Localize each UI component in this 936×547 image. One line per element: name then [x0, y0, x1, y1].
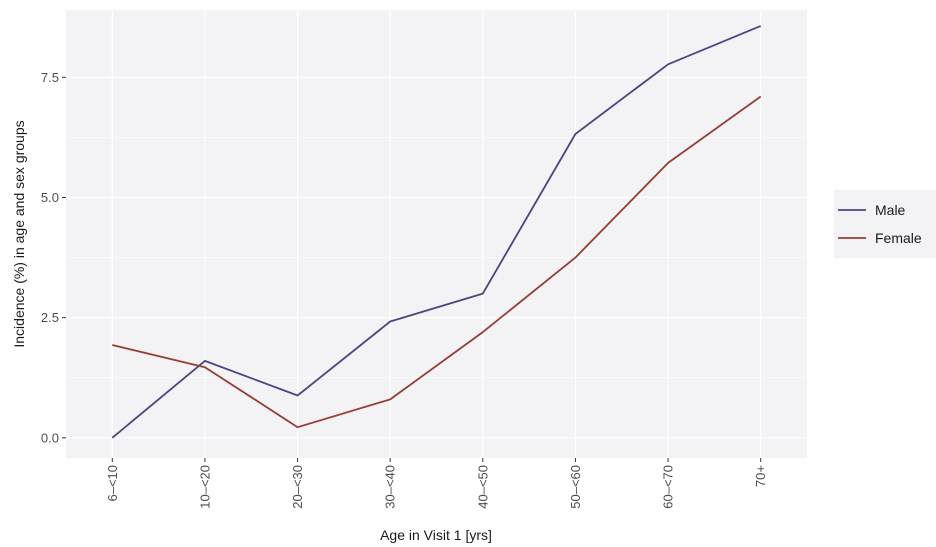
x-tick-label: 10–<20: [197, 465, 212, 509]
legend: Male Female: [834, 190, 936, 258]
x-tick-label: 40–<50: [475, 465, 490, 509]
y-tick-label: 7.5: [41, 70, 59, 85]
x-tick-label: 50–<60: [568, 465, 583, 509]
x-axis: 6–<10 10–<20 20–<30 30–<40 40–<50 50–<60 60–<7…: [105, 458, 768, 509]
legend-background: [834, 190, 936, 258]
x-tick-label: 6–<10: [105, 465, 120, 502]
x-axis-title: Age in Visit 1 [yrs]: [380, 527, 492, 543]
y-tick-label: 2.5: [41, 310, 59, 325]
y-axis: 0.0 2.5 5.0 7.5: [41, 70, 66, 446]
legend-label-male: Male: [875, 202, 906, 218]
x-tick-label: 30–<40: [383, 465, 398, 509]
x-tick-label: 70+: [753, 465, 768, 487]
x-tick-label: 20–<30: [290, 465, 305, 509]
x-tick-label: 60–<70: [661, 465, 676, 509]
y-tick-label: 0.0: [41, 430, 59, 445]
y-axis-title: Incidence (%) in age and sex groups: [11, 120, 27, 347]
legend-label-female: Female: [875, 230, 922, 246]
y-tick-label: 5.0: [41, 190, 59, 205]
